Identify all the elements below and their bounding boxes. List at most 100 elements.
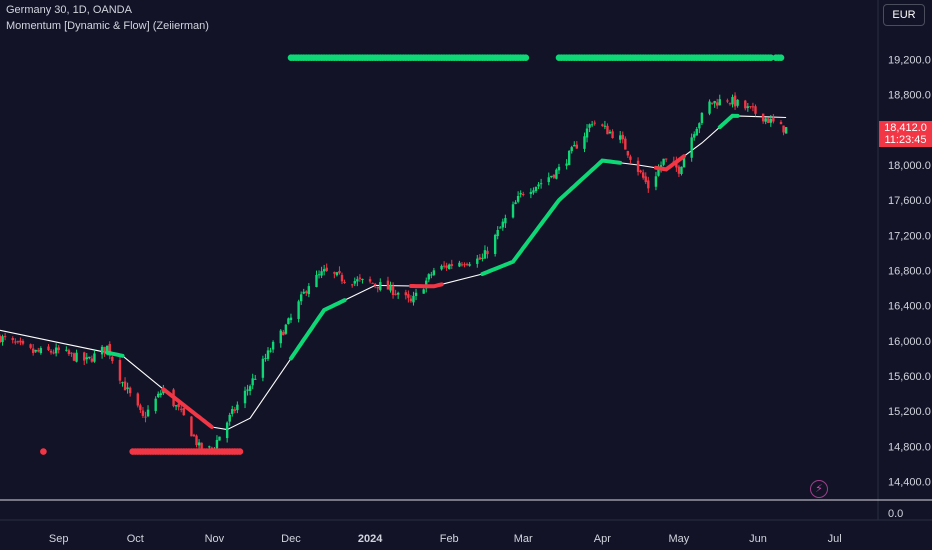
candle (236, 401, 239, 414)
candle (486, 246, 489, 259)
price-tick-label: 14,800.0 (888, 441, 931, 453)
candle (333, 271, 336, 279)
candle (412, 291, 415, 306)
signal-dot (767, 54, 775, 61)
candle (305, 290, 308, 296)
candle (243, 386, 247, 409)
candle (718, 94, 721, 106)
last-price-label: 18,412.0 (884, 122, 927, 134)
candle (269, 347, 272, 353)
candle (611, 129, 614, 139)
candle (751, 102, 755, 112)
candle (539, 178, 543, 189)
candle (174, 404, 178, 411)
candle (483, 245, 487, 259)
candle (664, 158, 668, 163)
candle (358, 274, 362, 282)
candle (779, 120, 783, 125)
candle (70, 352, 73, 357)
candle (534, 186, 538, 193)
candle (297, 299, 300, 323)
candle (128, 386, 132, 397)
candle (624, 136, 627, 150)
candle (529, 188, 533, 199)
candle (39, 346, 43, 355)
time-tick-label: 2024 (358, 533, 383, 545)
candle (552, 174, 556, 179)
candle (146, 405, 150, 418)
candle (782, 125, 785, 136)
candle (636, 157, 640, 176)
candle (11, 336, 14, 344)
price-tick-label: 16,000.0 (888, 336, 931, 348)
candle (641, 169, 645, 180)
candle (228, 412, 231, 426)
candle (111, 355, 114, 364)
candle (493, 233, 497, 257)
candle (136, 392, 140, 408)
candle (465, 262, 469, 267)
candle (154, 396, 157, 414)
candle (784, 127, 788, 134)
candle (728, 102, 732, 106)
time-tick-label: Feb (440, 533, 459, 545)
time-tick-label: Oct (127, 533, 144, 545)
time-tick-label: Jul (828, 533, 842, 545)
candle (481, 253, 484, 262)
candle (320, 266, 323, 279)
candle (282, 329, 285, 336)
candle (749, 106, 752, 109)
candle (47, 344, 50, 351)
candle (588, 123, 591, 133)
time-tick-label: Sep (49, 533, 69, 545)
candle (731, 94, 734, 108)
candle (108, 341, 111, 360)
candle (386, 276, 390, 290)
candle (700, 112, 704, 126)
candle (190, 416, 193, 437)
candle (693, 131, 696, 141)
time-tick-label: Dec (281, 533, 301, 545)
candle (353, 277, 356, 287)
candle (394, 289, 397, 296)
candle (621, 131, 624, 144)
candle (289, 313, 293, 323)
candle (585, 124, 589, 143)
candle (626, 150, 630, 158)
lightning-icon[interactable]: ⚡ (810, 480, 828, 498)
candle (647, 176, 650, 193)
time-axis: Sep Oct Nov Dec 2024 Feb Mar Apr May Jun Jul (49, 533, 842, 545)
signal-dot (236, 448, 244, 455)
candle (373, 282, 377, 289)
candle (315, 270, 318, 288)
time-tick-label: Nov (205, 533, 225, 545)
candle (404, 289, 408, 300)
time-tick-label: Mar (514, 533, 533, 545)
candle (476, 254, 479, 268)
candle (608, 129, 612, 135)
price-tick-label: 18,000.0 (888, 160, 931, 172)
candle (468, 262, 471, 267)
candle (231, 405, 234, 417)
signal-dots-layer (40, 54, 785, 455)
candle (772, 114, 775, 124)
candle (769, 115, 773, 127)
candle (391, 282, 395, 299)
candle (317, 270, 321, 279)
currency-button[interactable]: EUR (883, 4, 925, 26)
candle (75, 349, 78, 363)
candle (583, 132, 586, 153)
candle (432, 267, 436, 277)
candle (266, 347, 270, 361)
candle (93, 350, 96, 363)
signal-dot (777, 54, 785, 61)
candle (254, 374, 257, 380)
candle (567, 150, 571, 166)
candle (427, 273, 430, 283)
candle (85, 353, 88, 364)
candle (37, 347, 40, 353)
candle (629, 154, 632, 164)
dynamic-line-layer (105, 113, 740, 429)
candle (351, 283, 354, 288)
